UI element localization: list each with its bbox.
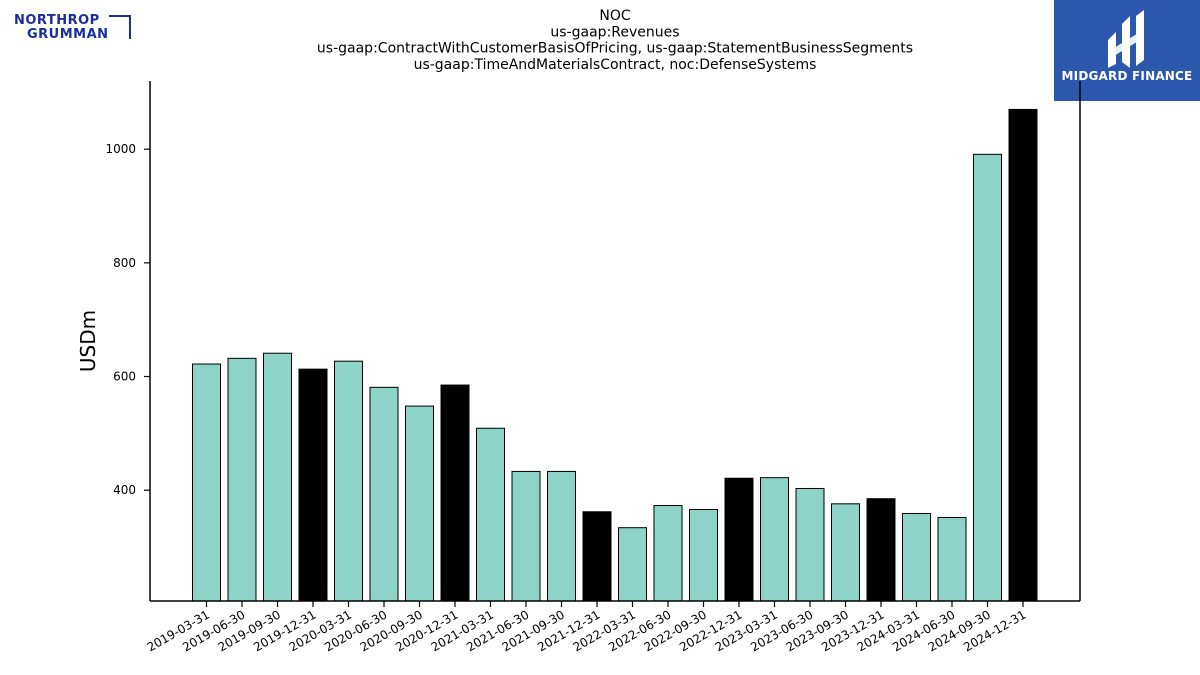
bar (227, 357, 257, 602)
bar (760, 477, 789, 602)
bar (405, 405, 434, 602)
bar (689, 509, 718, 602)
logo-line2: GRUMMAN (27, 27, 109, 42)
bar (653, 505, 683, 602)
y-tick-label: 400 (113, 483, 136, 497)
y-tick-label: 600 (113, 370, 136, 384)
midgard-finance-logo: MIDGARD FINANCE (1054, 0, 1200, 101)
chart-title: NOCus-gaap:Revenuesus-gaap:ContractWithC… (317, 8, 913, 73)
bar (369, 386, 399, 602)
bar (511, 470, 541, 602)
bar (298, 368, 328, 602)
bar (334, 360, 363, 602)
bar (547, 470, 576, 602)
northrop-grumman-logo: NORTHROP GRUMMAN (14, 14, 134, 44)
bar (724, 477, 754, 602)
bar (440, 384, 470, 602)
chart-title-line: NOC (599, 8, 630, 24)
bar (1008, 108, 1038, 602)
bar (192, 363, 221, 602)
chart-title-line: us-gaap:TimeAndMaterialsContract, noc:De… (414, 57, 817, 73)
y-tick-label: 800 (113, 256, 136, 270)
midgard-brand-text: MIDGARD FINANCE (1061, 69, 1193, 83)
y-tick-label: 1000 (105, 142, 136, 156)
bar (831, 503, 860, 602)
y-axis-label: USDm (76, 310, 100, 372)
chart-title-line: us-gaap:ContractWithCustomerBasisOfPrici… (317, 41, 913, 57)
bar (866, 498, 896, 602)
bar (795, 487, 825, 602)
bar (618, 527, 647, 602)
bar (263, 352, 292, 602)
axes-group (149, 81, 1081, 602)
bar (937, 516, 967, 602)
bars-group (192, 108, 1038, 602)
chart-title-line: us-gaap:Revenues (550, 24, 679, 40)
logo-line1: NORTHROP (14, 13, 100, 28)
midgard-mark-icon (1108, 10, 1144, 68)
bar (902, 512, 931, 602)
bar (476, 427, 505, 602)
logo-bracket-icon (109, 15, 131, 39)
y-ticks-group: 400 600 800 1000 (105, 142, 150, 497)
bar (973, 153, 1002, 602)
x-ticks-group: 2019-03-312019-06-302019-09-302019-12-31… (145, 601, 1029, 654)
bar (582, 511, 612, 602)
